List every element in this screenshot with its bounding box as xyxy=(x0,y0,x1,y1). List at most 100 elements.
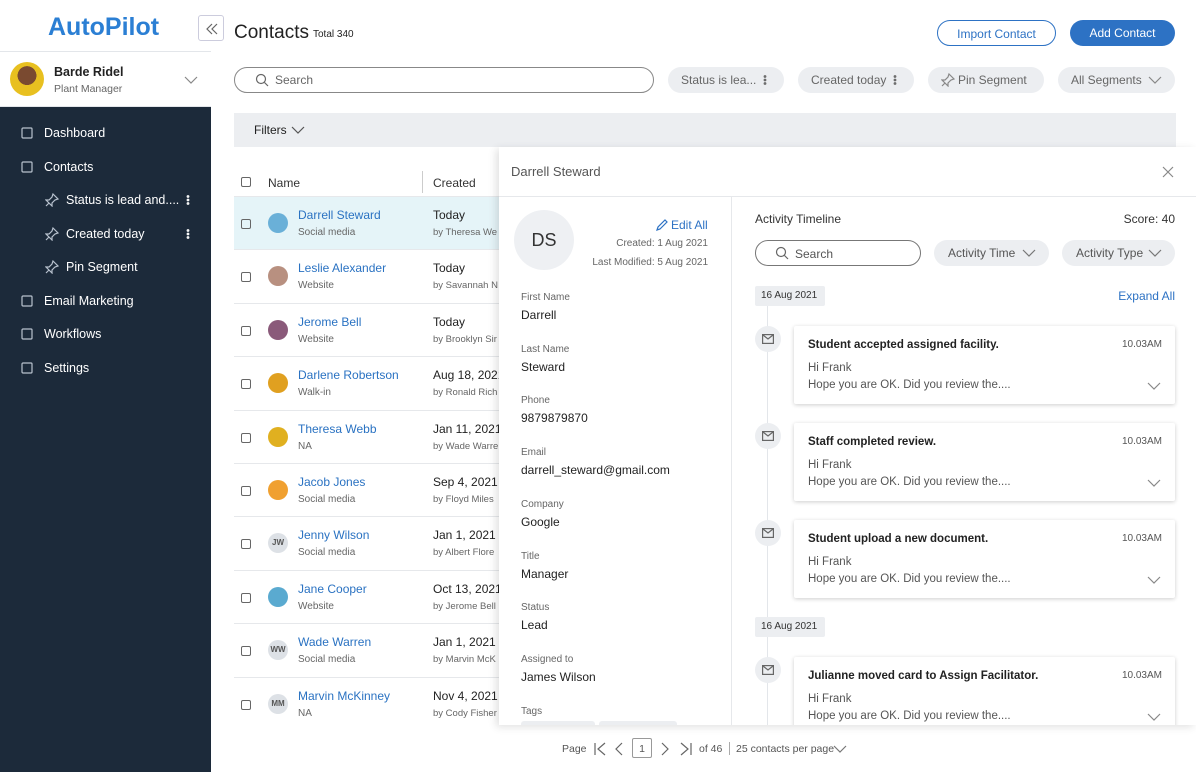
field-label: Phone xyxy=(521,395,550,407)
table-row[interactable]: Jacob Jones Social media Sep 4, 2021 by Flo… xyxy=(234,463,499,516)
nav-item[interactable]: Settings xyxy=(44,360,90,375)
contact-name[interactable]: Marvin McKinney xyxy=(298,688,391,703)
table-row[interactable]: Darrell Steward Social media Today by There… xyxy=(234,196,499,250)
contact-name[interactable]: Darrell Steward xyxy=(298,208,381,222)
contact-name[interactable]: Wade Warren xyxy=(298,635,372,650)
timeline-filter[interactable]: Activity Time xyxy=(934,240,1049,266)
chevron-icon xyxy=(1148,76,1162,84)
field-value: Darrell xyxy=(521,308,557,322)
edit-all[interactable]: Edit All xyxy=(671,218,708,232)
created-by: by Cody Fisher xyxy=(433,707,497,719)
nav-item[interactable]: Contacts xyxy=(44,159,94,174)
field-label: Title xyxy=(521,550,540,562)
activity-card[interactable]: Staff completed review. 10.03AM Hi Frank Ho… xyxy=(794,423,1175,501)
created-date: Today xyxy=(433,314,466,329)
segment-chip[interactable]: Status is lea... xyxy=(668,67,784,93)
table-row[interactable]: MM Marvin McKinney NA Nov 4, 2021 by Cody Fi… xyxy=(234,676,499,725)
contact-avatar xyxy=(268,319,288,340)
segment-chip[interactable]: Pin Segment xyxy=(928,67,1044,93)
timeline: Activity Timeline Score: 40 Search Activity… xyxy=(732,197,1196,725)
header-checkbox[interactable] xyxy=(241,177,251,187)
tag-chip xyxy=(599,721,677,725)
collapse-button[interactable] xyxy=(198,15,224,41)
table-row[interactable]: Jerome Bell Website Today by Brooklyn Sir xyxy=(234,302,499,356)
nav-subitem[interactable]: Created today xyxy=(66,226,145,241)
per-page[interactable]: 25 contacts per page xyxy=(736,743,835,755)
contact-name[interactable]: Leslie Alexander xyxy=(298,261,387,276)
panel-title: Darrell Steward xyxy=(511,164,601,179)
segment-label: All Segments xyxy=(1071,73,1142,87)
filters-label: Filters xyxy=(254,123,287,137)
row-checkbox[interactable] xyxy=(241,539,251,550)
nav-subitem[interactable]: Pin Segment xyxy=(66,260,138,274)
contact-name[interactable]: Darlene Robertson xyxy=(298,368,399,383)
nav-item[interactable]: Dashboard xyxy=(44,126,106,140)
created-date: Today xyxy=(433,208,466,222)
table-row[interactable]: Jane Cooper Website Oct 13, 2021 by Jerome … xyxy=(234,569,499,623)
nav-icon xyxy=(21,160,33,173)
contact-name[interactable]: Jerome Bell xyxy=(298,314,362,329)
nav-icon xyxy=(21,328,33,340)
field-label: Last Name xyxy=(521,343,570,355)
segment-chip[interactable]: All Segments xyxy=(1058,67,1175,93)
activity-title: Staff completed review. xyxy=(808,436,937,448)
timeline-search[interactable]: Search xyxy=(755,240,921,266)
contact-name[interactable]: Jane Cooper xyxy=(298,581,367,596)
contact-name[interactable]: Jenny Wilson xyxy=(298,528,370,543)
date-chip: 16 Aug 2021 xyxy=(755,286,825,306)
import-button[interactable]: Import Contact xyxy=(937,20,1056,46)
detail-panel: Darrell Steward DS Edit All Created: 1 Aug … xyxy=(499,147,1196,725)
nav-item[interactable]: Workflows xyxy=(44,327,102,341)
row-checkbox[interactable] xyxy=(241,325,251,336)
activity-body: Hope you are OK. Did you review the.... xyxy=(808,379,1011,391)
edit-icon xyxy=(656,219,668,231)
contact-source: Social media xyxy=(298,494,356,505)
first-page xyxy=(594,742,606,756)
table-row[interactable]: Leslie Alexander Website Today by Savannah … xyxy=(234,249,499,302)
detail-avatar: DS xyxy=(514,210,574,270)
activity-icon xyxy=(755,423,781,449)
page-total: of 46 xyxy=(699,743,723,755)
activity-card[interactable]: Julianne moved card to Assign Facilitato… xyxy=(794,657,1175,725)
filters-bar[interactable]: Filters xyxy=(234,113,1176,147)
search-box[interactable]: Search xyxy=(234,67,654,93)
row-checkbox[interactable] xyxy=(241,699,251,710)
row-checkbox[interactable] xyxy=(241,272,251,283)
contact-avatar: MM xyxy=(268,693,288,714)
nav-item[interactable]: Email Marketing xyxy=(44,293,134,308)
contact-name[interactable]: Theresa Webb xyxy=(298,421,377,436)
timeline-filter[interactable]: Activity Type xyxy=(1062,240,1175,266)
table-row[interactable]: JW Jenny Wilson Social media Jan 1, 2021 by … xyxy=(234,516,499,569)
activity-card[interactable]: Student accepted assigned facility. 10.03… xyxy=(794,326,1175,404)
pin-icon xyxy=(45,260,59,274)
table-row[interactable]: WW Wade Warren Social media Jan 1, 2021 by M… xyxy=(234,623,499,676)
contact-name[interactable]: Jacob Jones xyxy=(298,475,366,489)
row-checkbox[interactable] xyxy=(241,432,251,443)
row-checkbox[interactable] xyxy=(241,592,251,603)
search-icon xyxy=(255,73,269,87)
timeline-title: Activity Timeline xyxy=(755,212,842,226)
date-label: 16 Aug 2021 xyxy=(761,621,818,632)
avatar-initials: JW xyxy=(272,538,284,548)
activity-greeting: Hi Frank xyxy=(808,693,852,705)
created-date: Aug 18, 2021 xyxy=(433,368,499,383)
segment-chip[interactable]: Created today xyxy=(798,67,914,93)
row-checkbox[interactable] xyxy=(241,646,251,657)
add-label: Add Contact xyxy=(1089,26,1156,40)
page-label: Page xyxy=(562,743,587,755)
table-row[interactable]: Theresa Webb NA Jan 11, 2021 by Wade Warre xyxy=(234,409,499,463)
row-checkbox[interactable] xyxy=(241,219,251,229)
table-row[interactable]: Darlene Robertson Walk-in Aug 18, 2021 by R… xyxy=(234,356,499,409)
page-input[interactable]: 1 xyxy=(632,738,652,758)
nav-subitem[interactable]: Status is lead and.... xyxy=(66,193,180,207)
row-checkbox[interactable] xyxy=(241,486,251,496)
activity-card[interactable]: Student upload a new document. 10.03AM Hi … xyxy=(794,520,1175,598)
field-label: Assigned to xyxy=(521,653,574,665)
created-by: by Marvin McK xyxy=(433,654,496,666)
total-count: Total 340 xyxy=(313,29,354,40)
add-button[interactable]: Add Contact xyxy=(1070,20,1175,46)
page-title: Contacts xyxy=(234,22,309,43)
expand-all[interactable]: Expand All xyxy=(1118,289,1175,303)
row-checkbox[interactable] xyxy=(241,379,251,390)
